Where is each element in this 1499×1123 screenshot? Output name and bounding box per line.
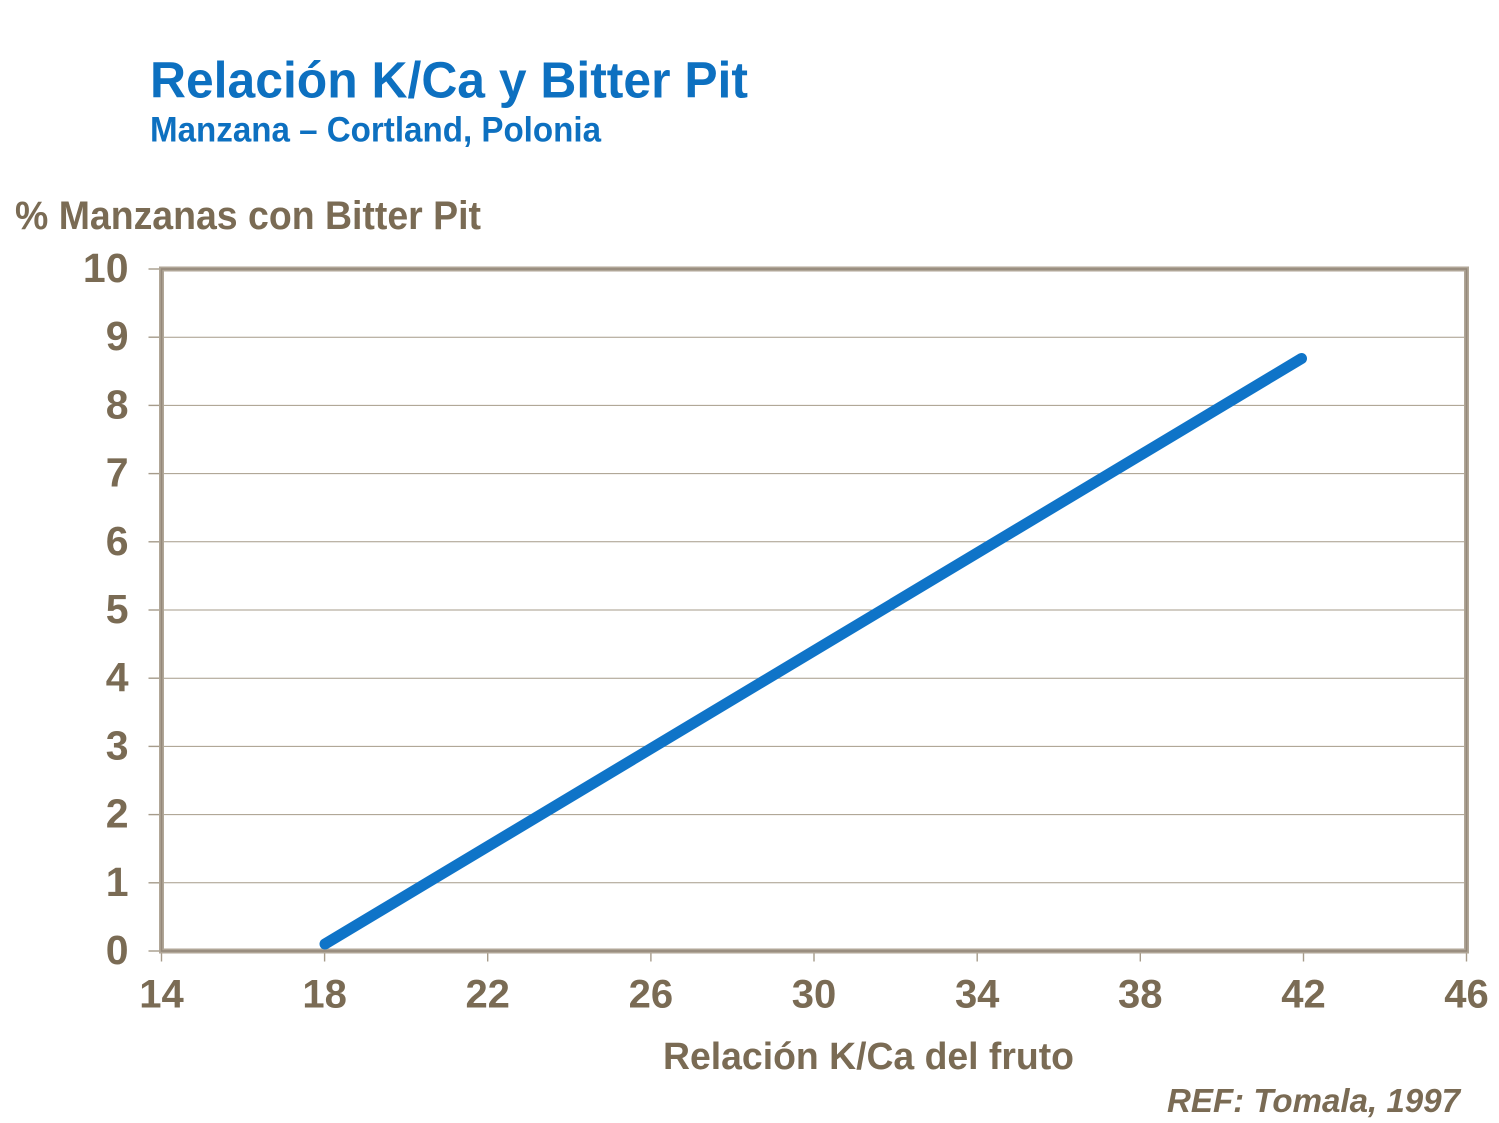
- svg-text:18: 18: [302, 973, 347, 1017]
- svg-text:Manzana – Cortland, Polonia: Manzana – Cortland, Polonia: [150, 110, 602, 149]
- svg-text:5: 5: [106, 586, 129, 632]
- svg-text:34: 34: [955, 973, 1000, 1017]
- svg-text:30: 30: [792, 973, 837, 1017]
- svg-text:10: 10: [83, 245, 129, 291]
- svg-text:6: 6: [106, 518, 129, 564]
- svg-text:26: 26: [629, 973, 674, 1017]
- svg-text:9: 9: [106, 313, 129, 359]
- svg-text:42: 42: [1281, 973, 1326, 1017]
- svg-text:8: 8: [106, 381, 129, 427]
- svg-text:REF: Tomala, 1997: REF: Tomala, 1997: [1167, 1082, 1462, 1119]
- svg-text:1: 1: [106, 859, 129, 905]
- svg-text:7: 7: [106, 450, 129, 496]
- svg-text:38: 38: [1118, 973, 1163, 1017]
- svg-text:22: 22: [465, 973, 510, 1017]
- svg-text:46: 46: [1444, 973, 1489, 1017]
- svg-text:4: 4: [106, 654, 129, 700]
- svg-text:Relación K/Ca y Bitter Pit: Relación K/Ca y Bitter Pit: [150, 52, 748, 109]
- svg-text:Relación K/Ca del fruto: Relación K/Ca del fruto: [663, 1036, 1074, 1078]
- svg-text:2: 2: [106, 791, 129, 837]
- svg-text:14: 14: [139, 973, 184, 1017]
- svg-text:3: 3: [106, 722, 129, 768]
- svg-text:0: 0: [106, 927, 129, 973]
- svg-text:% Manzanas con Bitter Pit: % Manzanas con Bitter Pit: [15, 194, 481, 238]
